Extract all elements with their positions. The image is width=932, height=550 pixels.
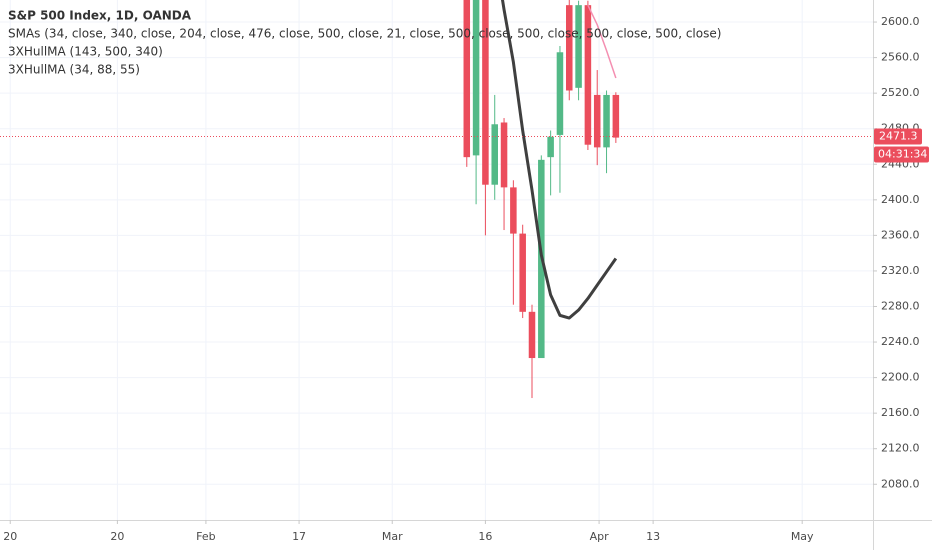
candle-body: [593, 94, 601, 148]
y-tick-label: 2560.0: [881, 51, 920, 64]
axes: 2080.0 2120.0 2160.0 2200.0 2240.0 2280.0 2320…: [3, 15, 929, 543]
y-tick-label: 2160.0: [881, 406, 920, 419]
legend-entry: 3XHullMA (143, 500, 340): [8, 45, 163, 59]
x-tick-label: 16: [478, 530, 492, 543]
x-tick-label: 20: [3, 530, 17, 543]
y-tick-label: 2200.0: [881, 371, 920, 384]
y-tick-label: 2240.0: [881, 335, 920, 348]
candle-body: [547, 136, 554, 158]
y-tick-label: 2320.0: [881, 264, 920, 277]
plot-area: [0, 0, 873, 399]
x-tick-label: Feb: [196, 530, 215, 543]
y-tick-label: 2600.0: [881, 15, 920, 28]
candle-body: [472, 0, 480, 156]
countdown-label: 04:31:34: [878, 147, 927, 160]
y-tick-label: 2400.0: [881, 193, 920, 206]
candle-body: [528, 311, 536, 359]
candle-body: [500, 122, 508, 188]
candle-body: [575, 5, 582, 88]
candle-body: [556, 52, 564, 135]
legend-entry: SMAs (34, close, 340, close, 204, close,…: [8, 27, 721, 41]
chart-title: S&P 500 Index, 1D, OANDA: [8, 9, 192, 23]
candle-body: [603, 94, 610, 148]
candle-body: [491, 124, 498, 185]
x-tick-label: May: [791, 530, 814, 543]
y-tick-label: 2520.0: [881, 86, 920, 99]
x-tick-label: 20: [110, 530, 124, 543]
candle-body: [519, 233, 526, 312]
last-price-label: 2471.3: [879, 129, 918, 142]
y-tick-label: 2080.0: [881, 477, 920, 490]
candle-body: [584, 5, 592, 145]
candle-body: [482, 0, 489, 185]
countdown-box: [874, 146, 929, 163]
indicator-line: [501, 0, 618, 320]
last-price-box: [874, 128, 922, 145]
candle-body: [510, 187, 517, 234]
y-tick-label: 2120.0: [881, 442, 920, 455]
grid: [0, 0, 873, 520]
x-tick-label: 17: [292, 530, 306, 543]
y-tick-label: 2360.0: [881, 228, 920, 241]
x-tick-label: 13: [646, 530, 660, 543]
candle-body: [463, 0, 471, 158]
x-tick-label: Apr: [590, 530, 610, 543]
x-tick-label: Mar: [382, 530, 403, 543]
candle-body: [612, 94, 620, 138]
y-tick-label: 2280.0: [881, 299, 920, 312]
candle-body: [566, 5, 573, 91]
indicator-line: [587, 4, 617, 79]
legend-entry: 3XHullMA (34, 88, 55): [8, 63, 140, 77]
